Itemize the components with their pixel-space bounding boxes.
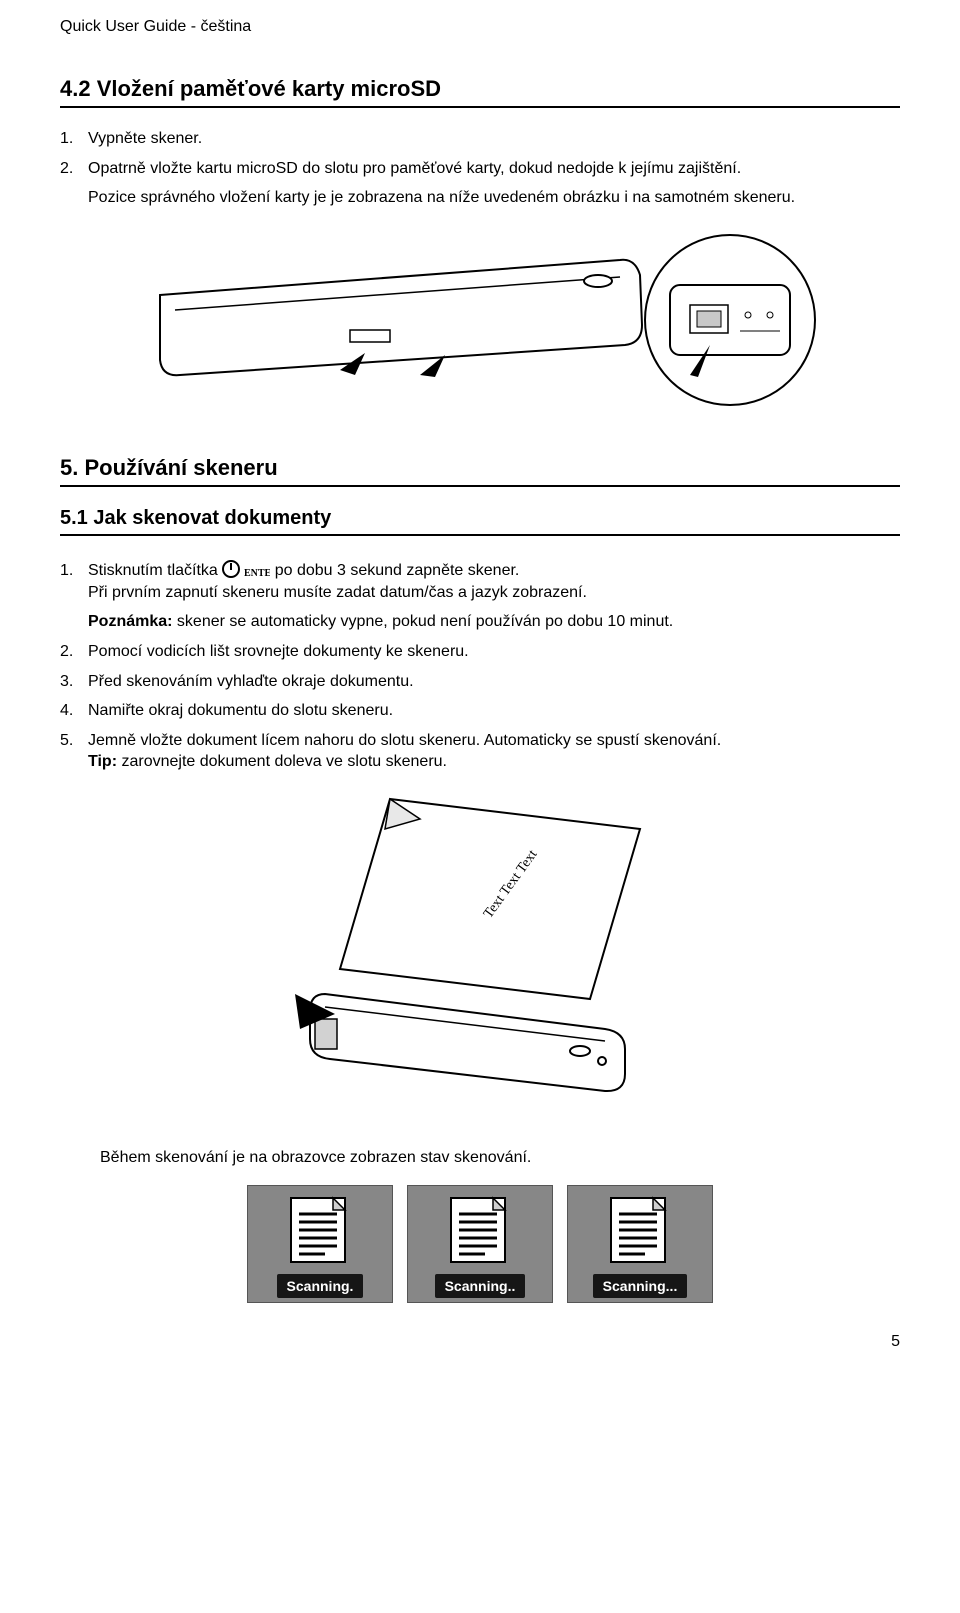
list-item: 4. Namiřte okraj dokumentu do slotu sken… bbox=[88, 700, 900, 722]
list-item: 2. Opatrně vložte kartu microSD do slotu… bbox=[88, 158, 900, 209]
status-card: Scanning.. bbox=[407, 1185, 553, 1303]
list-item: 1. Stisknutím tlačítka ENTER po dobu 3 s… bbox=[88, 560, 900, 633]
item-text: Před skenováním vyhlaďte okraje dokument… bbox=[88, 673, 414, 690]
item-number: 1. bbox=[60, 560, 73, 582]
document-icon bbox=[441, 1194, 519, 1266]
item-text-post: po dobu 3 sekund zapněte skener. bbox=[275, 562, 520, 579]
note-label: Poznámka: bbox=[88, 613, 172, 630]
item-line2: Při prvním zapnutí skeneru musíte zadat … bbox=[88, 584, 587, 601]
item-text: Vypněte skener. bbox=[88, 130, 202, 147]
page-number: 5 bbox=[60, 1333, 900, 1351]
section-42-list: 1. Vypněte skener. 2. Opatrně vložte kar… bbox=[60, 128, 900, 209]
figure-scanner-microsd bbox=[60, 225, 900, 425]
item-text-pre: Stisknutím tlačítka bbox=[88, 562, 222, 579]
item-number: 1. bbox=[60, 128, 73, 150]
item-text: Jemně vložte dokument lícem nahoru do sl… bbox=[88, 732, 721, 749]
list-item: 1. Vypněte skener. bbox=[88, 128, 900, 150]
page-header: Quick User Guide - čeština bbox=[60, 18, 900, 36]
tip-text: zarovnejte dokument doleva ve slotu sken… bbox=[117, 753, 447, 770]
list-item: 2. Pomocí vodicích lišt srovnejte dokume… bbox=[88, 641, 900, 663]
status-label: Scanning.. bbox=[435, 1274, 526, 1298]
item-number: 3. bbox=[60, 671, 73, 693]
section-51-list: 1. Stisknutím tlačítka ENTER po dobu 3 s… bbox=[60, 560, 900, 773]
section-5-heading: 5. Používání skeneru bbox=[60, 455, 900, 487]
status-card: Scanning. bbox=[247, 1185, 393, 1303]
item-note: Poznámka: skener se automaticky vypne, p… bbox=[88, 611, 900, 633]
status-card: Scanning... bbox=[567, 1185, 713, 1303]
scan-status-row: Scanning. Scanning.. bbox=[60, 1185, 900, 1303]
document-icon bbox=[281, 1194, 359, 1266]
item-number: 2. bbox=[60, 158, 73, 180]
item-number: 2. bbox=[60, 641, 73, 663]
document-icon bbox=[601, 1194, 679, 1266]
note-text: skener se automaticky vypne, pokud není … bbox=[172, 613, 673, 630]
list-item: 3. Před skenováním vyhlaďte okraje dokum… bbox=[88, 671, 900, 693]
enter-icon: ENTER bbox=[222, 560, 270, 582]
tip-label: Tip: bbox=[88, 753, 117, 770]
item-number: 4. bbox=[60, 700, 73, 722]
status-caption: Během skenování je na obrazovce zobrazen… bbox=[100, 1149, 900, 1167]
status-label: Scanning... bbox=[593, 1274, 688, 1298]
list-item: 5. Jemně vložte dokument lícem nahoru do… bbox=[88, 730, 900, 773]
section-51-heading: 5.1 Jak skenovat dokumenty bbox=[60, 507, 900, 536]
item-extra: Pozice správného vložení karty je je zob… bbox=[88, 187, 900, 209]
item-text: Pomocí vodicích lišt srovnejte dokumenty… bbox=[88, 643, 469, 660]
section-42-heading: 4.2 Vložení paměťové karty microSD bbox=[60, 76, 900, 108]
item-tip: Tip: zarovnejte dokument doleva ve slotu… bbox=[88, 753, 447, 770]
svg-text:ENTER: ENTER bbox=[244, 568, 270, 579]
status-label: Scanning. bbox=[277, 1274, 364, 1298]
item-text: Namiřte okraj dokumentu do slotu skeneru… bbox=[88, 702, 393, 719]
figure-paper-feed: Text Text Text bbox=[60, 789, 900, 1119]
item-number: 5. bbox=[60, 730, 73, 752]
item-text: Opatrně vložte kartu microSD do slotu pr… bbox=[88, 160, 741, 177]
